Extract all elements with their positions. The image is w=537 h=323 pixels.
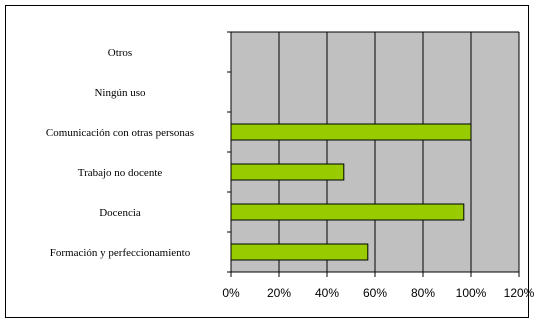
x-tick-label: 0%: [222, 286, 240, 300]
bar: [230, 203, 465, 221]
category-label: Formación y perfeccionamiento: [50, 247, 191, 259]
x-tick-label: 40%: [315, 286, 339, 300]
bar: [230, 163, 345, 181]
x-tick-label: 100%: [456, 286, 487, 300]
category-label: Comunicación con otras personas: [46, 127, 194, 139]
x-tick-label: 120%: [504, 286, 535, 300]
bar: [230, 243, 369, 261]
category-label: Docencia: [99, 207, 141, 219]
category-label: Ningún uso: [94, 87, 146, 99]
bar: [230, 123, 472, 141]
category-label: Trabajo no docente: [78, 167, 163, 179]
x-tick-label: 80%: [411, 286, 435, 300]
x-tick-label: 60%: [363, 286, 387, 300]
x-tick-label: 20%: [267, 286, 291, 300]
category-label: Otros: [108, 47, 132, 59]
